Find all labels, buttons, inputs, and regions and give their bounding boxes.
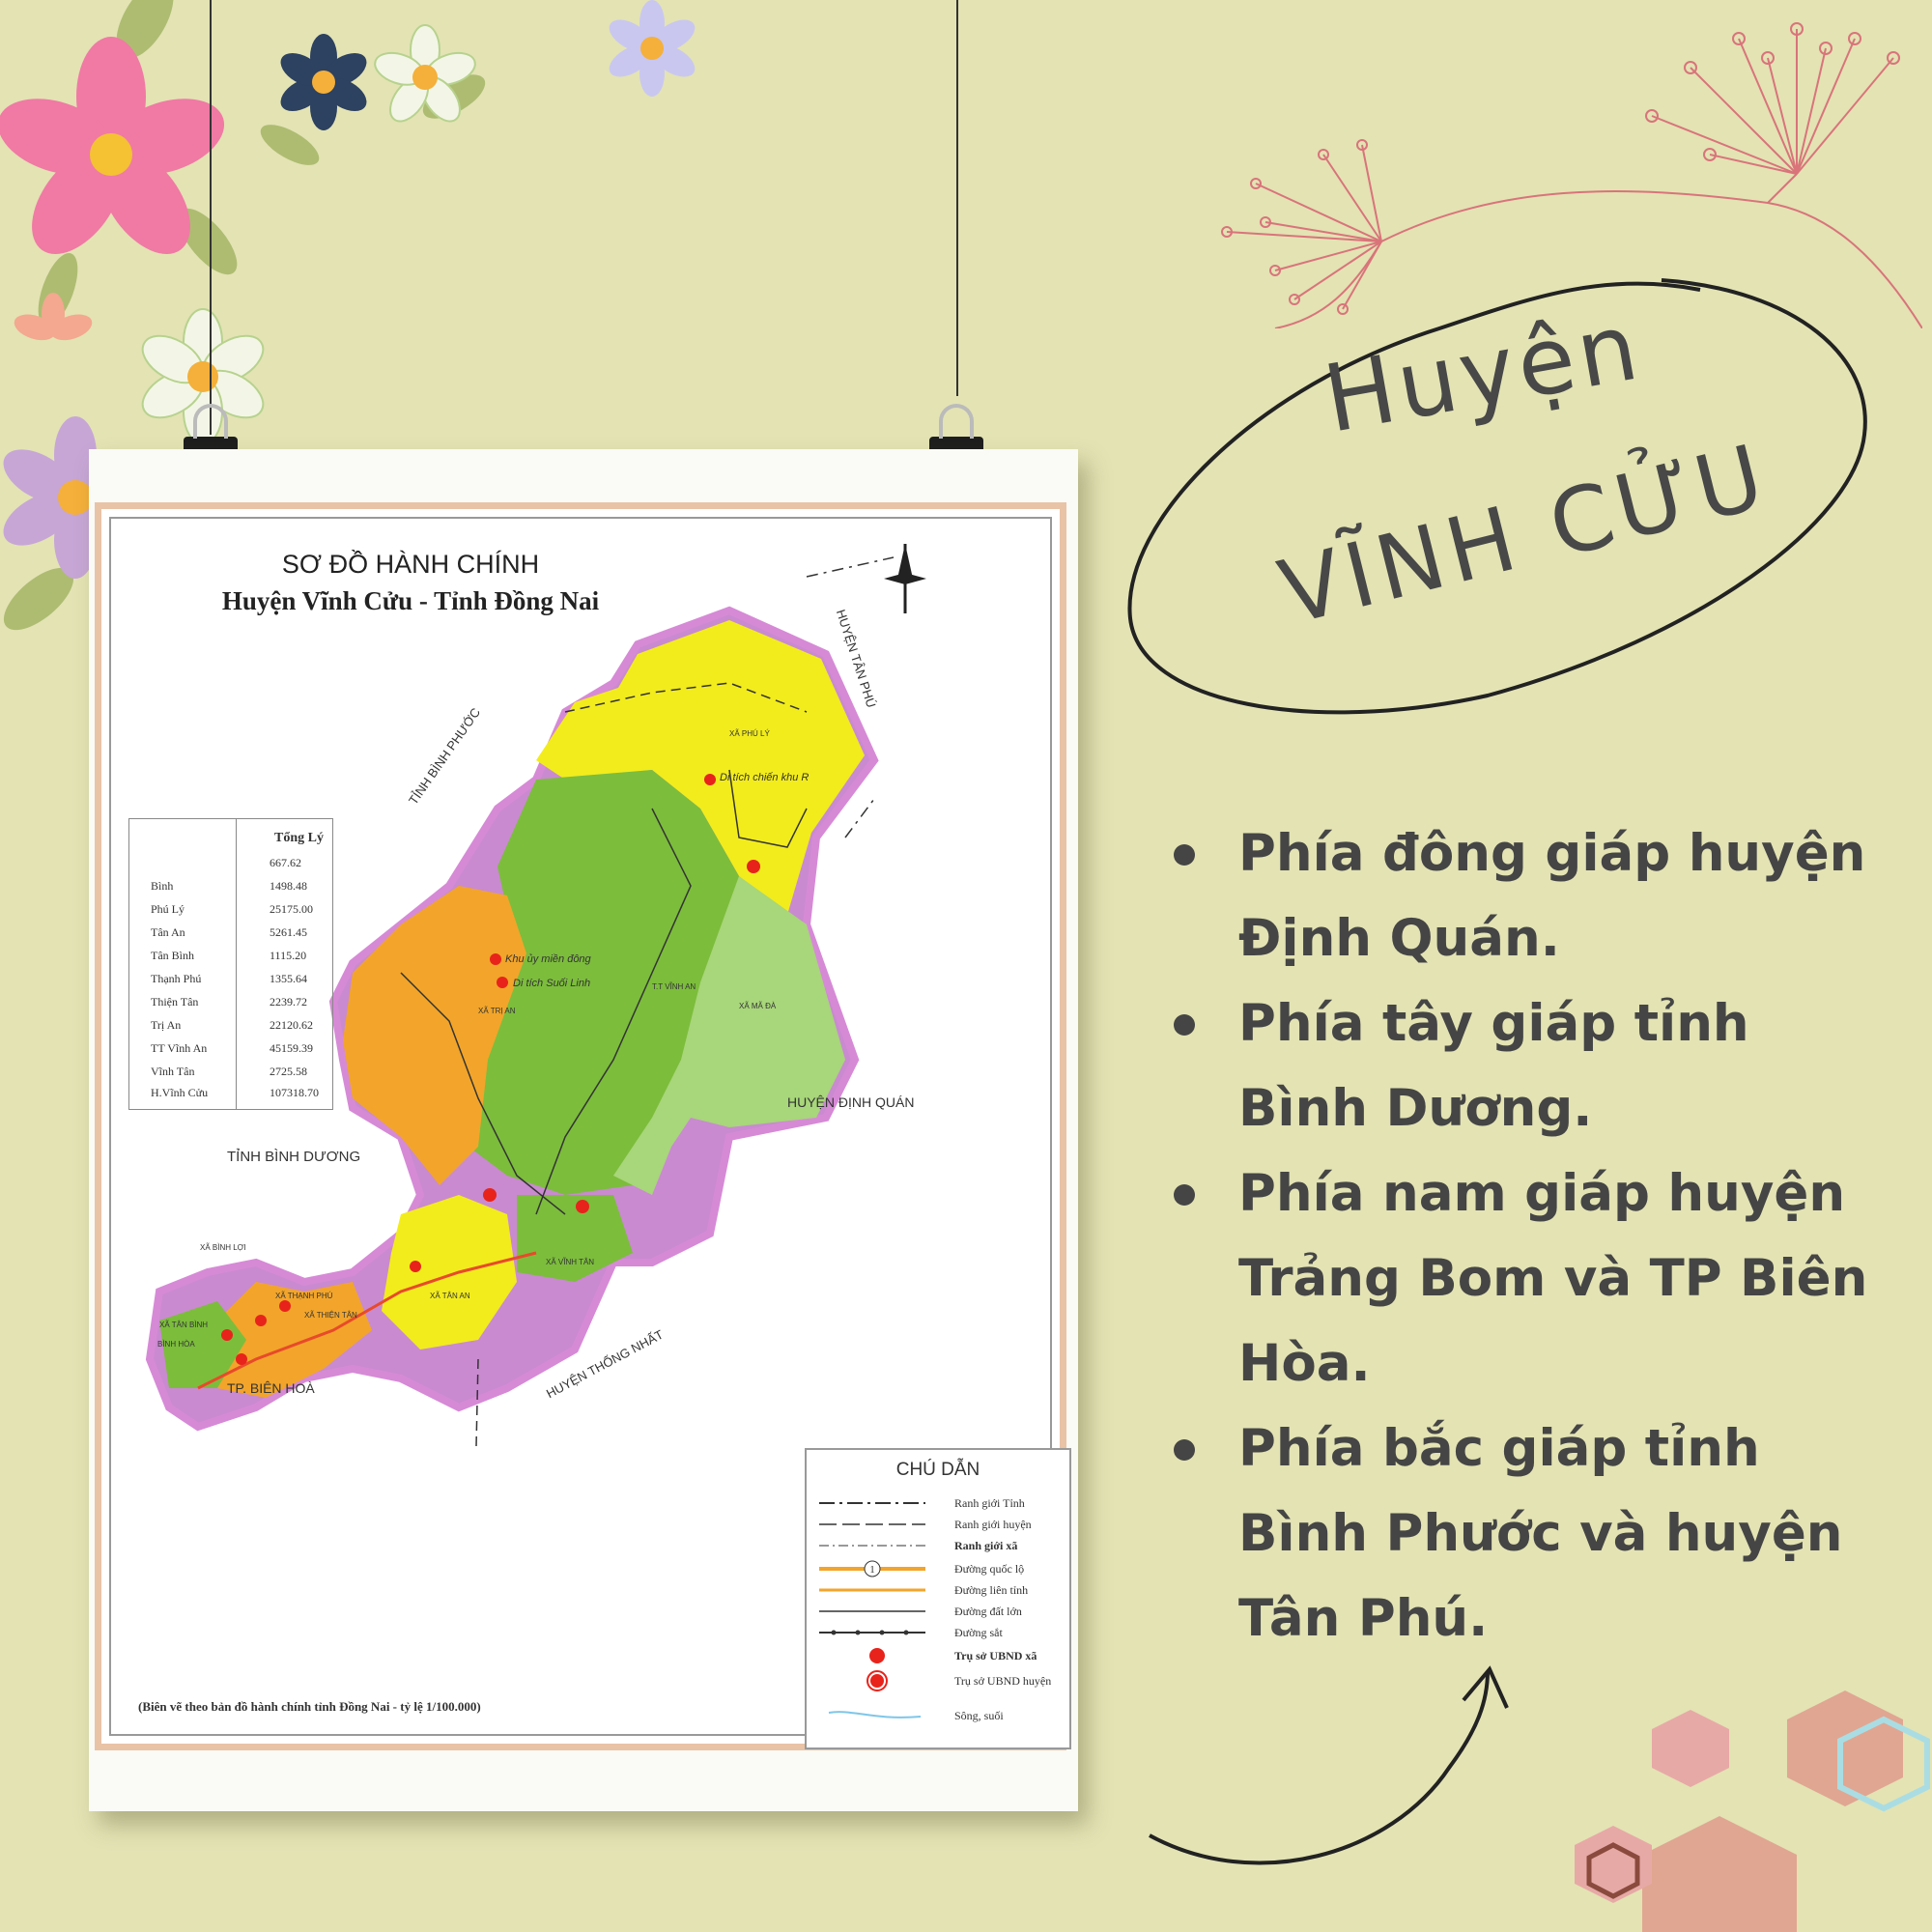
fact-south: Phía nam giáp huyện Trảng Bom và TP Biên…	[1159, 1151, 1893, 1406]
boundary-dashed	[564, 682, 808, 713]
label-dinh-quan: HUYỆN ĐỊNH QUÁN	[787, 1094, 915, 1110]
legend-item: Trụ sở UBND huyện	[814, 1670, 1065, 1691]
north-arrow-icon	[884, 544, 926, 613]
white-flower-icon	[374, 24, 476, 123]
label-di-tich-r: Di tích chiến khu R	[720, 772, 810, 783]
region-orange-west	[343, 886, 526, 1185]
lavender-flower-icon	[609, 0, 696, 97]
dandelion-decoration-icon	[1221, 22, 1922, 328]
district-map	[145, 544, 926, 1447]
region-green-sw	[159, 1301, 246, 1388]
legend-item: Ranh giới Tỉnh	[819, 1496, 1025, 1510]
main-road	[197, 1251, 537, 1390]
hexagon-decoration	[1575, 1690, 1930, 1932]
label-thien-tan: XÃ THIỆN TÂN	[304, 1311, 357, 1320]
label-vinh-an: T.T VĨNH AN	[652, 982, 696, 991]
table-row: Tân An 5261.45	[151, 925, 307, 939]
label-vinh-tan: XÃ VĨNH TÂN	[546, 1258, 595, 1266]
table-row: Vĩnh Tân 2725.58	[151, 1065, 307, 1078]
label-tan-binh: XÃ TÂN BÌNH	[159, 1321, 209, 1329]
legend-item: Ranh giới xã	[819, 1539, 1018, 1552]
label-binh-duong: TỈNH BÌNH DƯƠNG	[227, 1149, 361, 1165]
border-facts-list: Phía đông giáp huyện Định Quán. Phía tây…	[1159, 811, 1893, 1662]
legend-item: Ranh giới huyện	[819, 1518, 1032, 1531]
table-row: TT Vĩnh An 45159.39	[151, 1041, 313, 1055]
map-area: SƠ ĐỒ HÀNH CHÍNH Huyện Vĩnh Cửu - Tỉnh Đ…	[109, 517, 1071, 1749]
table-row: 667.62	[270, 856, 301, 869]
map-subtitle: Huyện Vĩnh Cửu - Tỉnh Đồng Nai	[221, 586, 600, 615]
region-orange-south	[198, 1282, 372, 1398]
label-binh-hoa: BÌNH HÒA	[157, 1340, 195, 1349]
legend-title: CHÚ DẪN	[895, 1460, 980, 1480]
legend-item: 1 Đường quốc lộ	[814, 1558, 1065, 1579]
area-table: Tổng Lý 667.62 Bình 1498.48 Phú Lý 25175.0…	[128, 818, 333, 1110]
map-frame: SƠ ĐỒ HÀNH CHÍNH Huyện Vĩnh Cửu - Tỉnh Đ…	[95, 502, 1071, 1750]
label-phu-ly: XÃ PHÚ LÝ	[729, 729, 770, 738]
table-row: Thiện Tân 2239.72	[151, 995, 307, 1009]
table-row: Thạnh Phú 1355.64	[151, 972, 307, 985]
label-bien-hoa: TP. BIÊN HOÀ	[227, 1380, 315, 1396]
region-light-green	[613, 876, 845, 1195]
internal-road	[400, 972, 566, 1215]
internal-road	[728, 769, 808, 848]
legend-item: Đường sắt	[814, 1622, 1065, 1643]
legend-item: Đường đất lớn	[819, 1605, 1022, 1618]
boundary-dashed	[844, 798, 875, 838]
region-yellow-north	[536, 620, 865, 915]
label-ma-da: XÃ MÃ ĐÀ	[739, 1002, 777, 1010]
hanging-string	[956, 0, 958, 396]
label-khu-uy: Khu ủy miền đông	[505, 953, 591, 965]
map-legend: CHÚ DẪN Ranh giới Tỉnh Ranh giới huyện R…	[805, 1448, 1071, 1749]
fact-north: Phía bắc giáp tỉnh Bình Phước và huyện T…	[1159, 1406, 1893, 1662]
table-row: H.Vĩnh Cửu 107318.70	[151, 1086, 319, 1099]
pink-flower-icon	[0, 37, 225, 254]
label-binh-loi: XÃ BÌNH LỢI	[200, 1243, 246, 1252]
map-note: (Biên vẽ theo bản đồ hành chính tỉnh Đồn…	[138, 1699, 481, 1714]
curved-arrow-icon	[1149, 1665, 1509, 1865]
table-header: Tổng Lý	[274, 831, 324, 845]
boundary-dashed	[806, 556, 895, 578]
map-title: SƠ ĐỒ HÀNH CHÍNH	[281, 550, 540, 579]
peach-flower-icon	[14, 293, 93, 341]
table-row: Bình 1498.48	[151, 879, 307, 893]
table-row: Phú Lý 25175.00	[151, 902, 313, 916]
table-row: Tân Bình 1115.20	[151, 949, 307, 962]
legend-item: Đường liên tỉnh	[819, 1583, 1029, 1597]
label-tri-an: XÃ TRỊ AN	[478, 1007, 516, 1015]
navy-flower-icon	[280, 34, 367, 130]
table-row: Trị An 22120.62	[151, 1018, 313, 1032]
label-tan-an: XÃ TÂN AN	[430, 1292, 470, 1300]
fact-west: Phía tây giáp tỉnh Bình Dương.	[1159, 981, 1893, 1151]
svg-text:1: 1	[869, 1564, 875, 1576]
region-yellow-south	[382, 1195, 517, 1350]
internal-road	[535, 808, 692, 1215]
region-green-center	[469, 770, 787, 1195]
hanging-string	[210, 0, 212, 435]
label-suoi-linh: Di tích Suối Linh	[513, 978, 591, 989]
legend-item: Trụ sở UBND xã	[814, 1645, 1065, 1666]
fact-east: Phía đông giáp huyện Định Quán.	[1159, 811, 1893, 981]
region-green-south	[517, 1195, 633, 1282]
legend-item: Sông, suối	[814, 1705, 1065, 1726]
heading-ellipse	[1127, 278, 1867, 715]
ubnd-markers	[221, 774, 760, 1365]
label-thanh-phu: XÃ THẠNH PHÚ	[275, 1292, 333, 1300]
